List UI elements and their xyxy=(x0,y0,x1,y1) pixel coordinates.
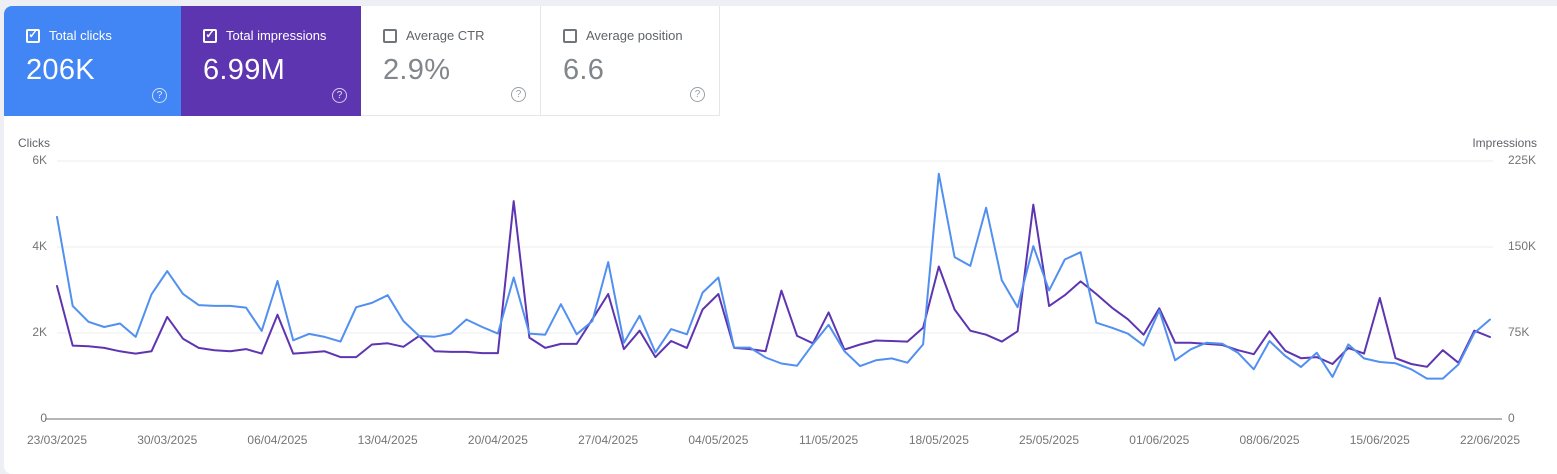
help-icon[interactable]: ? xyxy=(690,87,705,102)
help-icon[interactable]: ? xyxy=(332,88,347,103)
metric-card-label: Total impressions xyxy=(226,28,327,43)
x-axis-tick: 06/04/2025 xyxy=(247,433,308,447)
help-icon[interactable]: ? xyxy=(511,87,526,102)
clicks-line xyxy=(56,172,1491,380)
metric-card-average-position[interactable]: Average position 6.6 ? xyxy=(540,6,720,116)
right-axis-title: Impressions xyxy=(1472,136,1537,150)
metric-card-label: Average CTR xyxy=(406,28,485,43)
metric-card-label: Total clicks xyxy=(49,28,112,43)
left-axis-title: Clicks xyxy=(18,136,50,150)
right-axis-tick: 225K xyxy=(1508,153,1537,167)
right-axis-tick: 0 xyxy=(1508,411,1515,425)
metric-card-total-impressions[interactable]: ✓ Total impressions 6.99M ? xyxy=(181,6,361,116)
x-axis-tick: 01/06/2025 xyxy=(1129,433,1190,447)
x-axis-tick: 25/05/2025 xyxy=(1019,433,1080,447)
metric-card-average-ctr[interactable]: Average CTR 2.9% ? xyxy=(361,6,540,116)
x-axis-tick: 23/03/2025 xyxy=(26,433,88,447)
x-axis-tick: 27/04/2025 xyxy=(578,433,639,447)
x-axis-tick: 18/05/2025 xyxy=(908,433,969,447)
metric-card-value: 206K xyxy=(26,54,95,86)
left-axis-tick: 2K xyxy=(32,325,47,339)
metric-card-value: 6.99M xyxy=(203,54,286,86)
right-axis-tick: 150K xyxy=(1508,239,1537,253)
x-axis-tick: 13/04/2025 xyxy=(357,433,418,447)
x-axis-tick: 11/05/2025 xyxy=(799,433,859,447)
checkbox-unchecked-icon[interactable] xyxy=(383,28,397,43)
x-axis-tick: 20/04/2025 xyxy=(467,433,528,447)
x-axis-tick: 08/06/2025 xyxy=(1239,433,1300,447)
left-axis-tick: 0 xyxy=(40,411,47,425)
metric-card-total-clicks[interactable]: ✓ Total clicks 206K ? xyxy=(4,6,181,116)
metric-card-label: Average position xyxy=(586,28,683,43)
checkbox-checked-icon[interactable]: ✓ xyxy=(26,28,40,43)
x-axis-tick: 15/06/2025 xyxy=(1349,433,1410,447)
x-axis-tick: 22/06/2025 xyxy=(1459,433,1521,447)
gridlines xyxy=(45,160,1502,420)
right-axis-tick: 75K xyxy=(1508,325,1530,339)
x-axis-tick: 04/05/2025 xyxy=(688,433,749,447)
metric-card-value: 6.6 xyxy=(563,54,605,86)
help-icon[interactable]: ? xyxy=(152,88,167,103)
metric-card-value: 2.9% xyxy=(383,54,451,86)
left-axis-tick: 6K xyxy=(32,153,47,167)
x-axis-tick: 30/03/2025 xyxy=(137,433,198,447)
checkbox-unchecked-icon[interactable] xyxy=(563,28,577,43)
left-axis-tick: 4K xyxy=(32,239,47,253)
checkbox-checked-icon[interactable]: ✓ xyxy=(203,28,217,43)
impressions-line xyxy=(56,200,1491,368)
